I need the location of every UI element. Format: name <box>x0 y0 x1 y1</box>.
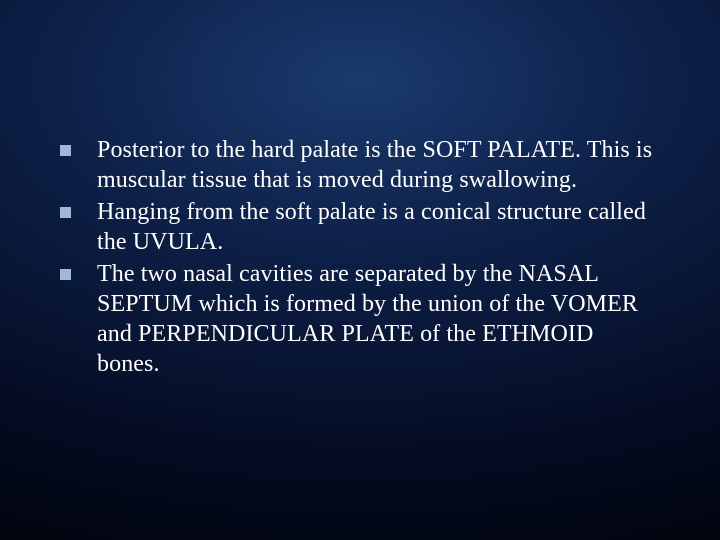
square-bullet-icon <box>60 145 71 156</box>
bullet-text: Hanging from the soft palate is a conica… <box>97 197 660 257</box>
list-item: The two nasal cavities are separated by … <box>60 259 660 379</box>
bullet-text: Posterior to the hard palate is the SOFT… <box>97 135 660 195</box>
bullet-list: Posterior to the hard palate is the SOFT… <box>60 135 660 379</box>
slide: Posterior to the hard palate is the SOFT… <box>0 0 720 540</box>
square-bullet-icon <box>60 269 71 280</box>
square-bullet-icon <box>60 207 71 218</box>
bullet-text: The two nasal cavities are separated by … <box>97 259 660 379</box>
list-item: Hanging from the soft palate is a conica… <box>60 197 660 257</box>
list-item: Posterior to the hard palate is the SOFT… <box>60 135 660 195</box>
